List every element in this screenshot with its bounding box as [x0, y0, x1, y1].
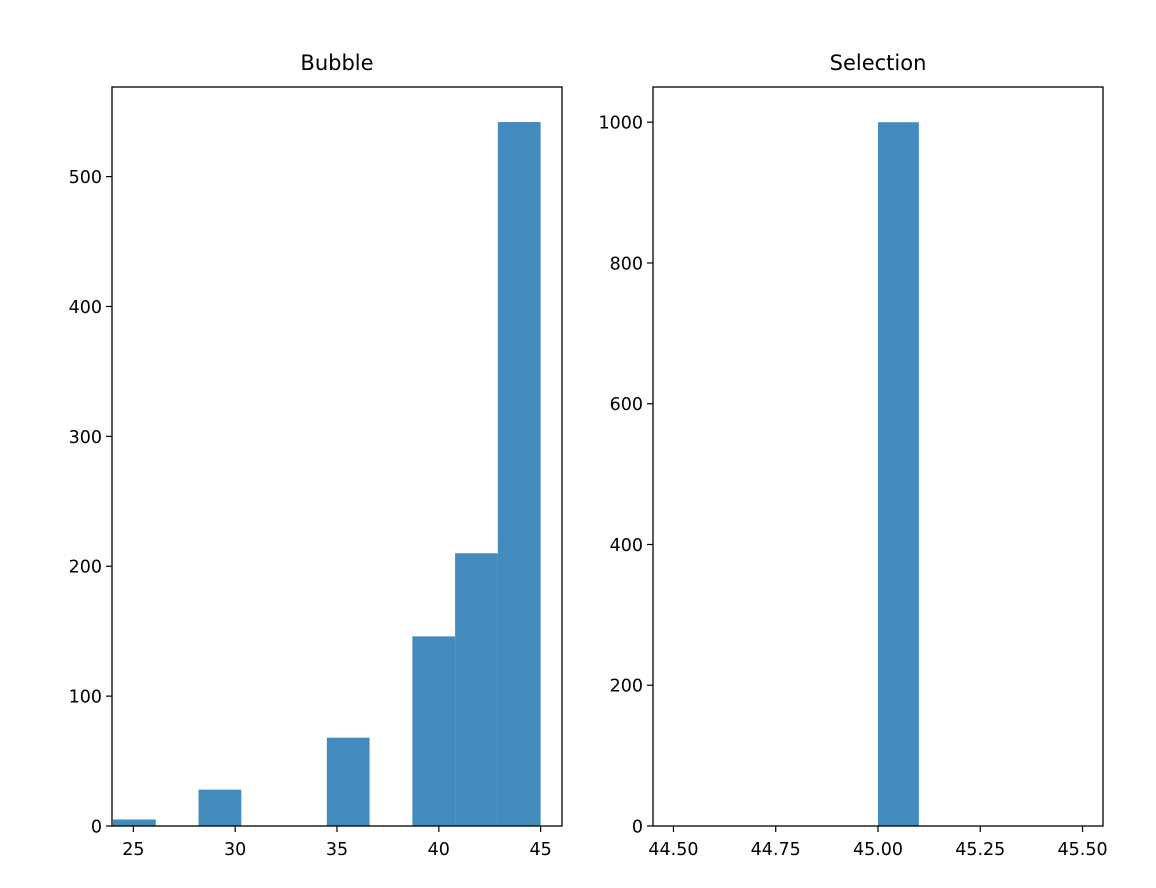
- x-tick-label: 40: [428, 840, 450, 860]
- x-tick-label: 35: [326, 840, 348, 860]
- y-tick-label: 100: [69, 688, 102, 708]
- y-tick-label: 600: [610, 395, 643, 415]
- y-tick-label: 400: [69, 298, 102, 318]
- y-tick-label: 1000: [598, 114, 643, 134]
- y-tick-label: 400: [610, 536, 643, 556]
- histogram-bar: [455, 553, 498, 826]
- y-tick-label: 200: [610, 677, 643, 697]
- x-tick-label: 44.75: [751, 840, 801, 860]
- subplot-title-bubble: Bubble: [300, 51, 373, 75]
- x-tick-label: 44.50: [648, 840, 698, 860]
- histogram-bar: [113, 819, 156, 826]
- y-tick-label: 300: [69, 428, 102, 448]
- subplot-selection: Selection 44.50 44.75 45.00 45.25 45.50 0 200 4…: [598, 51, 1107, 860]
- y-tick-label: 0: [632, 818, 643, 838]
- histogram-bar: [878, 122, 919, 826]
- y-tick-label: 0: [91, 818, 102, 838]
- y-tick-label: 200: [69, 558, 102, 578]
- histogram-bar: [198, 789, 242, 826]
- histogram-bar: [412, 636, 456, 826]
- y-tick-label: 800: [610, 254, 643, 274]
- histogram-bar: [326, 737, 370, 826]
- x-tick-label: 45: [529, 840, 551, 860]
- x-tick-label: 45.50: [1057, 840, 1107, 860]
- y-tick-label: 500: [69, 168, 102, 188]
- x-tick-label: 25: [122, 840, 144, 860]
- subplot-bubble: Bubble 25 30 35 40 45 0 100 200 300 400 500: [69, 51, 563, 860]
- x-tick-label: 45.00: [853, 840, 903, 860]
- histogram-bar: [497, 122, 541, 827]
- subplot-title-selection: Selection: [830, 51, 927, 75]
- x-tick-label: 30: [224, 840, 246, 860]
- x-tick-label: 45.25: [955, 840, 1005, 860]
